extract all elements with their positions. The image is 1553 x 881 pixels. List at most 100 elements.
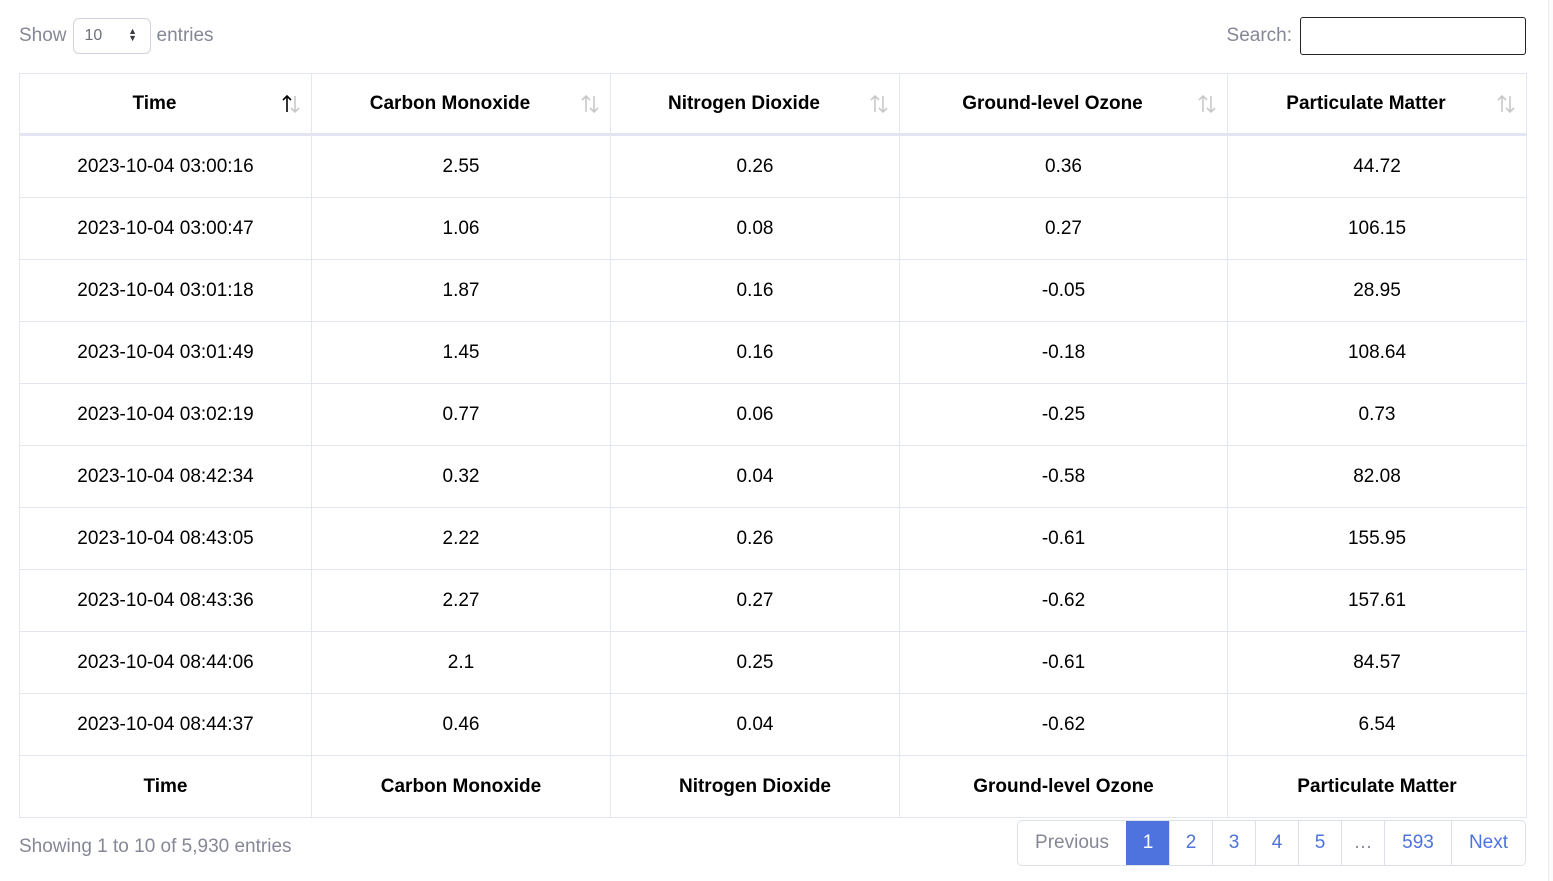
sort-icon xyxy=(869,93,889,115)
cell-carbon-monoxide: 1.06 xyxy=(311,197,611,260)
page-button-593[interactable]: 593 xyxy=(1384,821,1451,865)
select-arrows-icon: ▲ ▼ xyxy=(128,26,137,43)
table-row: 2023-10-04 08:42:34 0.32 0.04 -0.58 82.08 xyxy=(19,445,1527,508)
cell-carbon-monoxide: 0.46 xyxy=(311,693,611,756)
column-header-label: Nitrogen Dioxide xyxy=(667,92,820,114)
entries-label: entries xyxy=(156,25,214,46)
page-length-value: 10 xyxy=(84,27,103,44)
column-header-time[interactable]: Time xyxy=(19,73,312,136)
previous-button: Previous xyxy=(1035,832,1109,853)
table-row: 2023-10-04 08:43:36 2.27 0.27 -0.62 157.61 xyxy=(19,569,1527,632)
cell-time: 2023-10-04 08:42:34 xyxy=(19,445,312,508)
column-header-label: Time xyxy=(132,92,177,114)
cell-carbon-monoxide: 2.1 xyxy=(311,631,611,694)
column-header-label: Carbon Monoxide xyxy=(369,92,531,114)
cell-particulate-matter: 106.15 xyxy=(1227,197,1527,260)
column-header-particulate-matter[interactable]: Particulate Matter xyxy=(1227,73,1527,136)
cell-ground-level-ozone: -0.62 xyxy=(899,569,1228,632)
page-length-control: Show 10 ▲ ▼ entries xyxy=(19,17,214,55)
cell-ground-level-ozone: -0.25 xyxy=(899,383,1228,446)
search-input[interactable] xyxy=(1300,17,1526,55)
page-button-5[interactable]: 5 xyxy=(1298,821,1341,865)
table-info: Showing 1 to 10 of 5,930 entries xyxy=(19,836,292,857)
table-controls: Show 10 ▲ ▼ entries Search: xyxy=(19,17,1526,55)
table-row: 2023-10-04 03:01:49 1.45 0.16 -0.18 108.64 xyxy=(19,321,1527,384)
table-body: 2023-10-04 03:00:16 2.55 0.26 0.36 44.72 2023… xyxy=(19,134,1527,756)
cell-particulate-matter: 84.57 xyxy=(1227,631,1527,694)
column-footer-particulate-matter: Particulate Matter xyxy=(1227,755,1527,818)
cell-particulate-matter: 82.08 xyxy=(1227,445,1527,508)
cell-ground-level-ozone: 0.36 xyxy=(899,134,1228,198)
cell-time: 2023-10-04 08:44:37 xyxy=(19,693,312,756)
cell-particulate-matter: 157.61 xyxy=(1227,569,1527,632)
sort-ascending-icon xyxy=(281,93,301,115)
page-button-1[interactable]: 1 xyxy=(1126,821,1169,865)
cell-time: 2023-10-04 03:01:49 xyxy=(19,321,312,384)
cell-nitrogen-dioxide: 0.26 xyxy=(610,507,900,570)
cell-carbon-monoxide: 2.55 xyxy=(311,134,611,198)
column-footer-ground-level-ozone: Ground-level Ozone xyxy=(899,755,1228,818)
cell-particulate-matter: 28.95 xyxy=(1227,259,1527,322)
header-row: Time Carbon Monoxide Nitrogen Dioxide Groun… xyxy=(19,73,1527,136)
show-label: Show xyxy=(19,25,67,46)
data-table: Time Carbon Monoxide Nitrogen Dioxide Groun… xyxy=(19,73,1527,818)
cell-carbon-monoxide: 0.32 xyxy=(311,445,611,508)
sort-icon xyxy=(1496,93,1516,115)
cell-nitrogen-dioxide: 0.04 xyxy=(610,445,900,508)
table-row: 2023-10-04 08:43:05 2.22 0.26 -0.61 155.95 xyxy=(19,507,1527,570)
cell-nitrogen-dioxide: 0.08 xyxy=(610,197,900,260)
column-footer-nitrogen-dioxide: Nitrogen Dioxide xyxy=(610,755,900,818)
column-footer-carbon-monoxide: Carbon Monoxide xyxy=(311,755,611,818)
table-row: 2023-10-04 08:44:06 2.1 0.25 -0.61 84.57 xyxy=(19,631,1527,694)
table-row: 2023-10-04 03:02:19 0.77 0.06 -0.25 0.73 xyxy=(19,383,1527,446)
cell-time: 2023-10-04 08:43:36 xyxy=(19,569,312,632)
cell-nitrogen-dioxide: 0.06 xyxy=(610,383,900,446)
column-header-ground-level-ozone[interactable]: Ground-level Ozone xyxy=(899,73,1228,136)
cell-carbon-monoxide: 0.77 xyxy=(311,383,611,446)
cell-ground-level-ozone: 0.27 xyxy=(899,197,1228,260)
cell-ground-level-ozone: -0.18 xyxy=(899,321,1228,384)
cell-nitrogen-dioxide: 0.16 xyxy=(610,259,900,322)
cell-particulate-matter: 0.73 xyxy=(1227,383,1527,446)
cell-ground-level-ozone: -0.61 xyxy=(899,631,1228,694)
table-header: Time Carbon Monoxide Nitrogen Dioxide Groun… xyxy=(19,73,1527,136)
cell-nitrogen-dioxide: 0.26 xyxy=(610,134,900,198)
page-button-3[interactable]: 3 xyxy=(1212,821,1255,865)
column-footer-time: Time xyxy=(19,755,312,818)
cell-time: 2023-10-04 08:43:05 xyxy=(19,507,312,570)
page-button-2[interactable]: 2 xyxy=(1169,821,1212,865)
cell-time: 2023-10-04 03:00:47 xyxy=(19,197,312,260)
search-label: Search: xyxy=(1226,25,1292,46)
search-control: Search: xyxy=(1227,17,1526,55)
table-row: 2023-10-04 03:00:16 2.55 0.26 0.36 44.72 xyxy=(19,134,1527,198)
sort-icon xyxy=(580,93,600,115)
scrollbar-track[interactable] xyxy=(1548,0,1553,881)
page-length-select[interactable]: 10 ▲ ▼ xyxy=(72,18,151,54)
table-row: 2023-10-04 08:44:37 0.46 0.04 -0.62 6.54 xyxy=(19,693,1527,756)
cell-nitrogen-dioxide: 0.16 xyxy=(610,321,900,384)
cell-time: 2023-10-04 03:02:19 xyxy=(19,383,312,446)
cell-time: 2023-10-04 03:00:16 xyxy=(19,134,312,198)
cell-particulate-matter: 108.64 xyxy=(1227,321,1527,384)
cell-particulate-matter: 6.54 xyxy=(1227,693,1527,756)
table-row: 2023-10-04 03:00:47 1.06 0.08 0.27 106.15 xyxy=(19,197,1527,260)
cell-ground-level-ozone: -0.05 xyxy=(899,259,1228,322)
column-header-nitrogen-dioxide[interactable]: Nitrogen Dioxide xyxy=(610,73,900,136)
column-header-label: Ground-level Ozone xyxy=(962,92,1143,114)
cell-particulate-matter: 155.95 xyxy=(1227,507,1527,570)
table-row: 2023-10-04 03:01:18 1.87 0.16 -0.05 28.95 xyxy=(19,259,1527,322)
cell-nitrogen-dioxide: 0.25 xyxy=(610,631,900,694)
column-header-carbon-monoxide[interactable]: Carbon Monoxide xyxy=(311,73,611,136)
pagination-ellipsis: … xyxy=(1341,821,1384,865)
cell-carbon-monoxide: 2.27 xyxy=(311,569,611,632)
cell-ground-level-ozone: -0.62 xyxy=(899,693,1228,756)
next-button[interactable]: Next xyxy=(1451,821,1525,865)
cell-nitrogen-dioxide: 0.04 xyxy=(610,693,900,756)
cell-carbon-monoxide: 1.87 xyxy=(311,259,611,322)
cell-ground-level-ozone: -0.61 xyxy=(899,507,1228,570)
footer-row: Time Carbon Monoxide Nitrogen Dioxide Groun… xyxy=(19,755,1527,818)
cell-carbon-monoxide: 2.22 xyxy=(311,507,611,570)
page-button-4[interactable]: 4 xyxy=(1255,821,1298,865)
cell-particulate-matter: 44.72 xyxy=(1227,134,1527,198)
